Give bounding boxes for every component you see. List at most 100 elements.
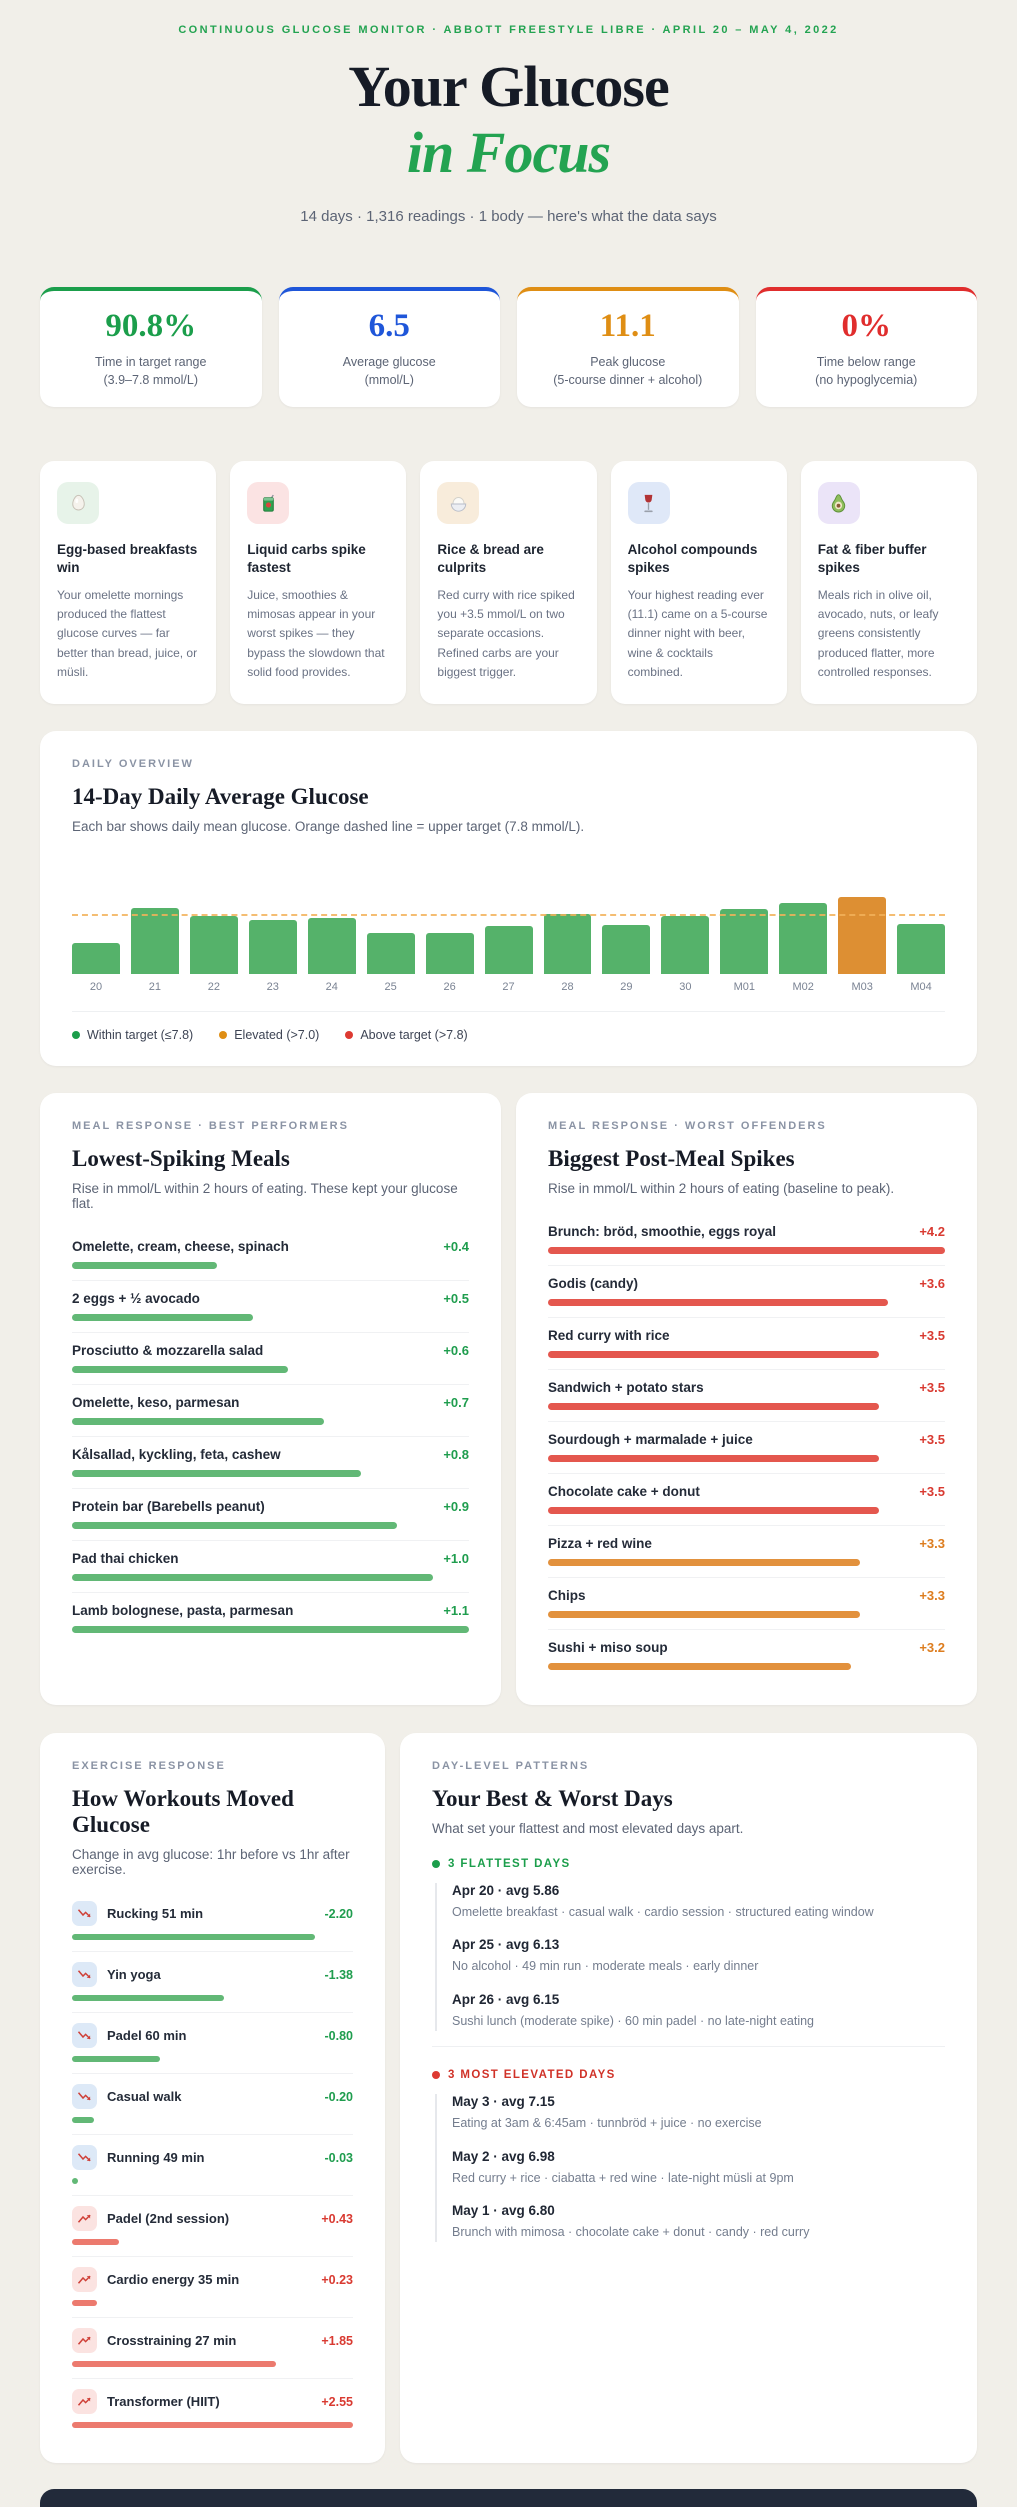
x-tick-label: M01 (733, 981, 755, 994)
exercise-delta-bar (72, 2056, 161, 2063)
daily-chart-x-axis: 20 21 22 23 24 25 26 27 28 29 30 M01 M02 M03 M04 (72, 981, 945, 993)
stat-value: 11.1 (599, 308, 656, 344)
day-patterns-caption: What set your flattest and most elevated… (432, 1821, 744, 1837)
exercise-row: Casual walk -0.20 (72, 2073, 353, 2134)
bottom-row: EXERCISE RESPONSE How Workouts Moved Glu… (40, 1733, 977, 2464)
daily-bar-21 (130, 908, 179, 975)
flattest-days-label: 3 FLATTEST DAYS (432, 1858, 945, 1870)
stat-card-1: 90.8% Time in target range (3.9–7.8 mmol/L… (40, 287, 262, 407)
best-performers-eyebrow: MEAL RESPONSE · BEST PERFORMERS (72, 1120, 349, 1133)
exercise-name: Casual walk (107, 2089, 182, 2105)
meal-row: 2 eggs + ½ avocado +0.5 (72, 1280, 469, 1332)
meal-row: Brunch: bröd, smoothie, eggs royal +4.2 (548, 1214, 945, 1265)
exercise-row: Padel 60 min -0.80 (72, 2012, 353, 2073)
exercise-row-head: Transformer (HIIT) +2.55 (72, 2389, 353, 2415)
meal-spike-value: +0.6 (443, 1343, 469, 1359)
x-tick-label: M04 (910, 981, 932, 994)
insight-body: Juice, smoothies & mimosas appear in you… (247, 588, 385, 679)
daily-overview-eyebrow: DAILY OVERVIEW (72, 758, 194, 771)
exercise-delta-bar (72, 2361, 276, 2368)
day-entry-title: Apr 25 · avg 6.13 (452, 1937, 560, 1953)
exercise-row-head: Casual walk -0.20 (72, 2084, 353, 2110)
meal-spike-bar (548, 1403, 879, 1411)
meal-name: Prosciutto & mozzarella salad (72, 1343, 264, 1359)
meal-row: Kålsallad, kyckling, feta, cashew +0.8 (72, 1436, 469, 1488)
day-entry: Apr 26 · avg 6.15 Sushi lunch (moderate s… (452, 1992, 945, 2031)
exercise-row: Yin yoga -1.38 (72, 1951, 353, 2012)
footer-bar (40, 2489, 977, 2507)
daily-bar-30 (661, 916, 710, 975)
insight-title: Liquid carbs spike fastest (247, 542, 366, 575)
stat-card-3: 11.1 Peak glucose (5-course dinner + alcoh… (517, 287, 739, 407)
exercise-delta-value: +2.55 (321, 2394, 353, 2409)
day-entry: May 1 · avg 6.80 Brunch with mimosa · cho… (452, 2203, 945, 2242)
stat-label: Time in target range (3.9–7.8 mmol/L) (50, 354, 252, 389)
trend-up-icon (72, 2389, 97, 2415)
exercise-title: How Workouts Moved Glucose (72, 1786, 294, 1838)
meal-name: Chips (548, 1588, 586, 1604)
biggest-spikes-caption: Rise in mmol/L within 2 hours of eating … (548, 1181, 895, 1197)
meal-spike-value: +3.3 (919, 1588, 945, 1604)
exercise-row-head: Padel 60 min -0.80 (72, 2023, 353, 2049)
insight-title: Fat & fiber buffer spikes (817, 542, 927, 575)
insight-card-2: Liquid carbs spike fastest Juice, smoothi… (230, 461, 407, 705)
meal-row-head: 2 eggs + ½ avocado +0.5 (72, 1291, 469, 1306)
meal-row: Pad thai chicken +1.0 (72, 1540, 469, 1592)
x-tick-label: 24 (325, 981, 338, 994)
exercise-delta-value: -1.38 (324, 1967, 354, 1982)
meal-name: Omelette, cream, cheese, spinach (72, 1239, 289, 1255)
day-patterns-title: Your Best & Worst Days (432, 1786, 673, 1812)
day-entry-description: Red curry + rice · ciabatta + red wine ·… (452, 2170, 794, 2185)
meal-row-head: Protein bar (Barebells peanut) +0.9 (72, 1499, 469, 1514)
meal-spike-bar (548, 1507, 879, 1515)
meal-spike-bar (548, 1299, 889, 1307)
daily-bar-20 (72, 943, 120, 975)
daily-bar-27 (484, 926, 533, 975)
day-group-label-text: 3 FLATTEST DAYS (448, 1858, 571, 1871)
meal-spike-value: +0.7 (443, 1395, 469, 1411)
meal-spike-bar (72, 1574, 433, 1582)
stat-card-2: 6.5 Average glucose (mmol/L) (278, 287, 500, 407)
meal-row: Pizza + red wine +3.3 (548, 1525, 945, 1577)
meal-row: Lamb bolognese, pasta, parmesan +1.1 (72, 1592, 469, 1644)
meal-row: Protein bar (Barebells peanut) +0.9 (72, 1488, 469, 1540)
daily-bar-chart (72, 862, 946, 975)
stat-label: Time below range (no hypoglycemia) (766, 354, 968, 389)
page-subtitle: 14 days · 1,316 readings · 1 body — here… (300, 208, 717, 225)
meal-row: Godis (candy) +3.6 (548, 1265, 945, 1317)
meal-row-head: Pad thai chicken +1.0 (72, 1551, 469, 1566)
page-title-line1: Your Glucose (348, 54, 669, 119)
x-tick-label: 25 (384, 981, 397, 994)
meal-row-head: Sourdough + marmalade + juice +3.5 (548, 1432, 945, 1447)
meal-row: Red curry with rice +3.5 (548, 1317, 945, 1369)
exercise-delta-bar (72, 2239, 120, 2246)
daily-bar-M01 (720, 909, 769, 975)
meal-spike-value: +3.5 (919, 1328, 945, 1344)
exercise-name: Rucking 51 min (107, 1906, 204, 1922)
daily-overview-card: DAILY OVERVIEW 14-Day Daily Average Gluc… (40, 731, 977, 1067)
avocado-icon (817, 482, 860, 524)
exercise-name: Crosstraining 27 min (107, 2333, 237, 2349)
meal-row: Sushi + miso soup +3.2 (548, 1629, 945, 1681)
stat-label-line2: (mmol/L) (364, 372, 414, 387)
insight-title: Rice & bread are culprits (437, 542, 544, 575)
insight-card-5: Fat & fiber buffer spikes Meals rich in o… (800, 461, 977, 705)
exercise-delta-bar (72, 1934, 315, 1941)
wine-glass-icon (627, 482, 670, 524)
meal-spike-bar (548, 1559, 861, 1567)
exercise-row-head: Crosstraining 27 min +1.85 (72, 2328, 353, 2354)
day-entry-description: Brunch with mimosa · chocolate cake + do… (452, 2224, 810, 2239)
exercise-name: Padel 60 min (107, 2028, 187, 2044)
stat-value: 90.8% (105, 308, 197, 344)
meal-spike-value: +3.6 (919, 1276, 945, 1292)
exercise-row-head: Rucking 51 min -2.20 (72, 1901, 353, 1927)
rice-bowl-icon (437, 482, 480, 524)
meal-spike-bar (72, 1522, 397, 1530)
meal-row-head: Prosciutto & mozzarella salad +0.6 (72, 1343, 469, 1358)
meal-spike-value: +1.1 (443, 1603, 469, 1619)
insight-body: Your highest reading ever (11.1) came on… (627, 588, 768, 679)
day-entry: May 3 · avg 7.15 Eating at 3am & 6:45am ·… (452, 2094, 945, 2133)
legend-item: Within target (≤7.8) (72, 1028, 193, 1042)
exercise-eyebrow: EXERCISE RESPONSE (72, 1760, 226, 1773)
meal-spike-bar (548, 1611, 861, 1619)
